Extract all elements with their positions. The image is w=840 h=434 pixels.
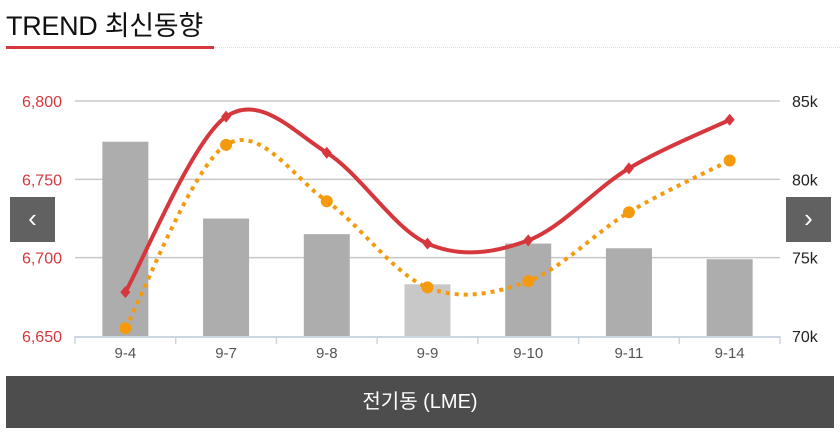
x-tick-label: 9-14: [715, 345, 745, 362]
right-tick-label: 70k: [792, 329, 819, 346]
x-tick-label: 9-9: [417, 345, 439, 362]
bar-9-11: [605, 248, 652, 336]
right-tick-label: 75k: [792, 251, 819, 268]
bar-9-4: [102, 141, 149, 336]
right-tick-label: 85k: [792, 94, 819, 111]
bar-9-10: [505, 243, 552, 336]
prev-button[interactable]: ‹: [10, 197, 55, 242]
title-underline: [6, 46, 214, 49]
left-tick-label: 6,700: [22, 251, 62, 268]
orange-marker-9-8: [320, 195, 333, 208]
orange-marker-9-11: [622, 206, 635, 219]
orange-marker-9-7: [220, 138, 233, 151]
x-tick-label: 9-11: [614, 345, 643, 362]
orange-marker-9-10: [522, 275, 535, 288]
trend-chart: 6,650 6,700 6,750 6,800 70k 75k 80k 85k 9-4 9-7 9-…: [22, 94, 819, 362]
left-tick-label: 6,650: [22, 329, 62, 346]
bar-9-14: [706, 259, 753, 336]
chevron-right-icon: ›: [804, 203, 813, 233]
bar-9-7: [203, 218, 250, 336]
red-marker-9-11: [623, 162, 634, 175]
red-marker-9-14: [724, 113, 735, 126]
red-marker-9-4: [120, 286, 131, 299]
next-button[interactable]: ›: [786, 197, 831, 242]
red-marker-9-10: [523, 234, 534, 247]
bar-9-8: [303, 234, 350, 336]
x-tick-label: 9-8: [316, 345, 338, 362]
chevron-left-icon: ‹: [28, 203, 37, 233]
caption-label: 전기동 (LME): [362, 391, 478, 413]
orange-marker-9-14: [723, 154, 736, 167]
page-title: TREND 최신동향: [6, 11, 203, 41]
red-marker-9-8: [321, 146, 332, 159]
x-tick-label: 9-4: [115, 345, 137, 362]
left-tick-label: 6,750: [22, 172, 62, 189]
x-tick-label: 9-7: [215, 345, 237, 362]
red-marker-9-7: [221, 110, 232, 123]
title-divider: [214, 47, 840, 48]
orange-marker-9-9: [421, 281, 434, 294]
right-tick-label: 80k: [792, 172, 819, 189]
left-tick-label: 6,800: [22, 94, 62, 111]
x-tick-label: 9-10: [513, 345, 543, 362]
orange-marker-9-4: [119, 322, 132, 335]
chart-caption: 전기동 (LME): [6, 376, 834, 428]
red-marker-9-9: [422, 237, 433, 250]
